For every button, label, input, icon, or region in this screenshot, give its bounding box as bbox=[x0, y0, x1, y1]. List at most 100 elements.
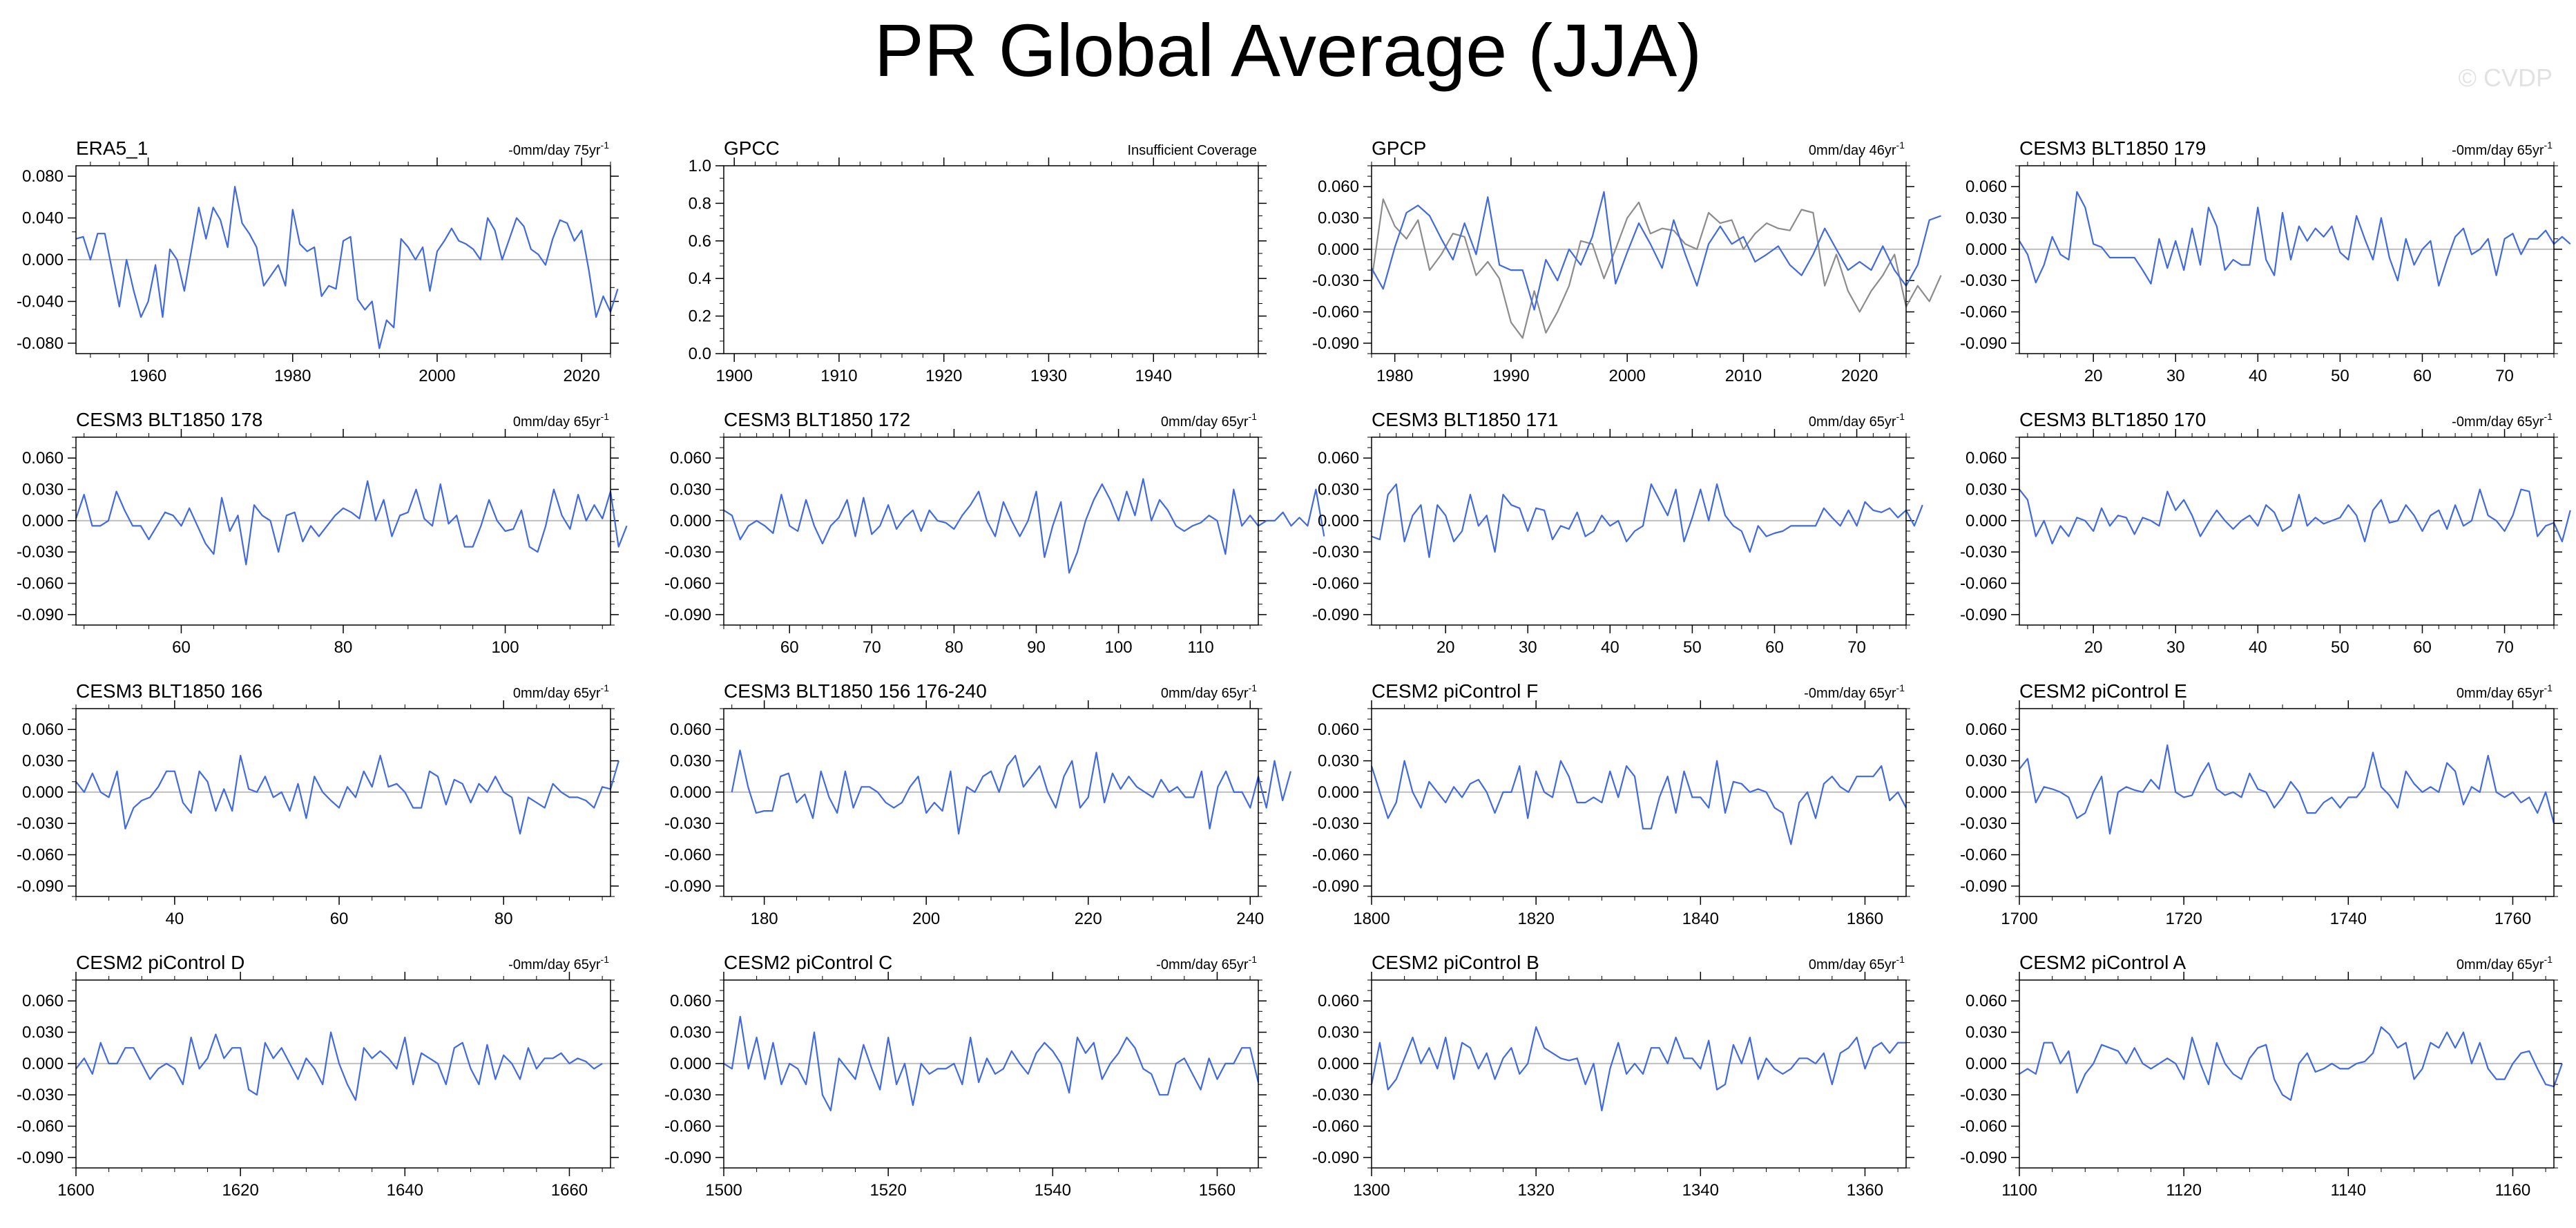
x-tick-label: 80 bbox=[334, 638, 353, 657]
y-tick-label: 0.000 bbox=[22, 512, 64, 530]
panel-title: CESM2 piControl B bbox=[1372, 952, 1539, 973]
series-line-cesm3-blt1850-170 bbox=[2019, 488, 2571, 545]
y-tick-label: 0.2 bbox=[689, 307, 711, 326]
y-tick-label: 0.060 bbox=[1318, 178, 1359, 196]
x-tick-label: 1300 bbox=[1353, 1181, 1390, 1200]
panel-cesm2-picontrol-c: CESM2 piControl C -0mm/day 65yr-1 -0.090 -0… bbox=[664, 952, 1267, 1200]
panel-cesm3-blt1850-179: CESM3 BLT1850 179 -0mm/day 65yr-1 -0.090 -0… bbox=[1960, 137, 2571, 385]
trend-label: Insufficient Coverage bbox=[1127, 143, 1257, 158]
x-tick-label: 60 bbox=[172, 638, 191, 657]
y-tick-label: 0.030 bbox=[22, 752, 64, 771]
y-tick-label: -0.090 bbox=[1960, 1149, 2007, 1167]
panel-frame bbox=[1371, 708, 1907, 897]
panel-title: GPCP bbox=[1372, 137, 1426, 159]
x-tick-label: 40 bbox=[1601, 638, 1619, 657]
x-tick-label: 1820 bbox=[1517, 910, 1554, 928]
x-tick-label: 1980 bbox=[274, 367, 311, 385]
x-tick-label: 40 bbox=[2249, 367, 2267, 385]
panel-frame bbox=[2019, 979, 2555, 1169]
x-tick-label: 20 bbox=[1436, 638, 1455, 657]
series-line-cesm2-picontrol-d bbox=[75, 1031, 603, 1101]
page-title: PR Global Average (JJA) bbox=[874, 8, 1702, 92]
x-tick-label: 30 bbox=[2166, 638, 2185, 657]
y-tick-label: 0.060 bbox=[1965, 720, 2007, 739]
x-tick-label: 1540 bbox=[1035, 1181, 1071, 1200]
y-tick-label: 0.000 bbox=[1965, 1055, 2007, 1073]
panel-title: CESM3 BLT1850 170 bbox=[2019, 409, 2206, 430]
trend-label: -0mm/day 65yr-1 bbox=[508, 954, 609, 972]
panel-frame bbox=[723, 436, 1259, 626]
trend-label: -0mm/day 65yr-1 bbox=[2452, 411, 2553, 430]
x-tick-label: 1920 bbox=[925, 367, 962, 385]
y-tick-label: 0.060 bbox=[22, 449, 64, 468]
y-tick-label: 0.000 bbox=[22, 251, 64, 269]
x-tick-label: 180 bbox=[751, 910, 778, 928]
panel-frame bbox=[2019, 708, 2555, 897]
y-tick-label: 0.000 bbox=[22, 783, 64, 802]
y-tick-label: -0.060 bbox=[1960, 1117, 2007, 1136]
y-tick-label: -0.090 bbox=[1960, 334, 2007, 353]
x-tick-label: 1100 bbox=[2001, 1181, 2037, 1200]
y-tick-label: 0.030 bbox=[1318, 1024, 1359, 1042]
y-tick-label: -0.060 bbox=[17, 575, 64, 593]
x-tick-label: 80 bbox=[494, 910, 513, 928]
y-tick-label: -0.030 bbox=[664, 1086, 711, 1104]
trend-exponent: -1 bbox=[1896, 140, 1905, 151]
series-line-cesm2-picontrol-e bbox=[2019, 744, 2555, 835]
series-line-cesm3-blt1850-178 bbox=[75, 480, 628, 566]
x-tick-label: 1620 bbox=[222, 1181, 258, 1200]
panel-frame bbox=[723, 708, 1259, 897]
x-tick-label: 40 bbox=[166, 910, 184, 928]
y-tick-label: -0.060 bbox=[1960, 303, 2007, 322]
x-tick-label: 1640 bbox=[387, 1181, 423, 1200]
trend-label: 0mm/day 65yr-1 bbox=[2457, 682, 2553, 701]
y-tick-label: -0.090 bbox=[1312, 334, 1359, 353]
x-tick-label: 1860 bbox=[1847, 910, 1883, 928]
y-tick-label: 0.000 bbox=[1965, 240, 2007, 259]
x-tick-label: 60 bbox=[1765, 638, 1784, 657]
x-tick-label: 80 bbox=[945, 638, 963, 657]
trend-label: -0mm/day 65yr-1 bbox=[2452, 140, 2553, 158]
y-tick-label: -0.030 bbox=[1312, 543, 1359, 562]
series-line-cesm3-blt1850-156-176-240 bbox=[731, 749, 1291, 835]
x-tick-label: 1560 bbox=[1199, 1181, 1236, 1200]
x-tick-label: 60 bbox=[2413, 367, 2432, 385]
x-tick-label: 1140 bbox=[2331, 1181, 2367, 1200]
x-tick-label: 1990 bbox=[1492, 367, 1529, 385]
series-line-cesm3-blt1850-172 bbox=[723, 478, 1325, 574]
y-tick-label: 0.030 bbox=[1318, 209, 1359, 228]
trend-exponent: -1 bbox=[1249, 411, 1258, 422]
series-line-gpcp bbox=[1371, 191, 1941, 311]
y-tick-label: -0.090 bbox=[17, 877, 64, 896]
panel-cesm2-picontrol-d: CESM2 piControl D -0mm/day 65yr-1 -0.090 -0… bbox=[17, 952, 619, 1200]
x-tick-label: 1930 bbox=[1030, 367, 1067, 385]
x-tick-label: 1910 bbox=[820, 367, 857, 385]
series-line-cesm2-picontrol-c bbox=[723, 1015, 1260, 1112]
x-tick-label: 40 bbox=[2249, 638, 2267, 657]
x-tick-label: 60 bbox=[2413, 638, 2432, 657]
y-tick-label: -0.060 bbox=[17, 1117, 64, 1136]
x-tick-label: 50 bbox=[2331, 638, 2349, 657]
y-tick-label: -0.030 bbox=[1312, 814, 1359, 833]
y-tick-label: 0.030 bbox=[670, 481, 711, 499]
panel-frame bbox=[1371, 436, 1907, 626]
y-tick-label: -0.090 bbox=[664, 1149, 711, 1167]
trend-label: 0mm/day 65yr-1 bbox=[1161, 411, 1257, 430]
y-tick-label: 1.0 bbox=[689, 157, 711, 175]
y-tick-label: 0.030 bbox=[1318, 481, 1359, 499]
y-tick-label: -0.090 bbox=[664, 606, 711, 624]
y-tick-label: 0.000 bbox=[1965, 512, 2007, 530]
series-line-cesm3-blt1850-179 bbox=[2019, 191, 2571, 287]
x-tick-label: 20 bbox=[2084, 367, 2103, 385]
y-tick-label: -0.090 bbox=[1312, 606, 1359, 624]
y-tick-label: 0.060 bbox=[670, 992, 711, 1010]
panel-frame bbox=[75, 165, 611, 354]
panel-title: ERA5_1 bbox=[76, 137, 148, 159]
x-tick-label: 1960 bbox=[130, 367, 166, 385]
trend-label: 0mm/day 65yr-1 bbox=[2457, 954, 2553, 972]
panel-cesm2-picontrol-e: CESM2 piControl E 0mm/day 65yr-1 -0.090 -0.… bbox=[1960, 680, 2562, 928]
x-tick-label: 30 bbox=[1519, 638, 1537, 657]
x-tick-label: 2020 bbox=[1841, 367, 1878, 385]
y-tick-label: -0.030 bbox=[17, 814, 64, 833]
